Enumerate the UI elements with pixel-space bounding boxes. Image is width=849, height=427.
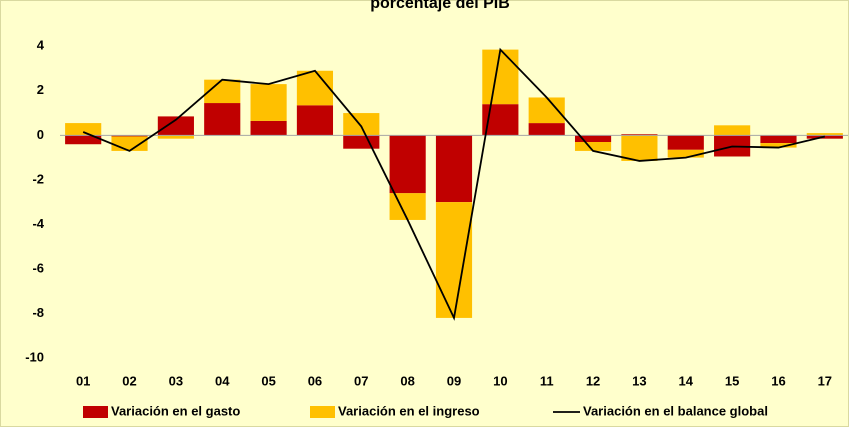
x-tick-label: 16 [771, 373, 785, 388]
bar [574, 142, 612, 151]
x-tick-label: 08 [400, 373, 414, 388]
x-tick-label: 02 [122, 373, 136, 388]
bar [343, 135, 380, 149]
x-tick-label: 01 [76, 373, 90, 388]
bar [389, 135, 426, 194]
bar [65, 123, 102, 136]
x-tick-label: 15 [725, 373, 739, 388]
line [82, 47, 826, 321]
bar [667, 135, 704, 150]
bar [574, 135, 612, 143]
legend-label: Variación en el ingreso [338, 403, 480, 418]
bar [667, 149, 704, 158]
x-tick-label: 11 [540, 373, 554, 388]
x-tick-label: 04 [215, 373, 230, 388]
bar [528, 123, 565, 136]
bar [250, 84, 287, 121]
x-tick-label: 14 [679, 373, 694, 388]
bar [760, 143, 797, 148]
x-tick-label: 06 [308, 373, 322, 388]
legend-label: Variación en el gasto [111, 403, 240, 418]
y-tick-label: -6 [32, 260, 44, 275]
bar [296, 70, 334, 106]
y-tick-label: -2 [32, 171, 44, 186]
bar [296, 105, 334, 136]
y-tick-label: -8 [32, 305, 44, 320]
bar [806, 133, 843, 136]
x-tick-label: 13 [632, 373, 646, 388]
x-tick-label: 09 [447, 373, 461, 388]
y-tick-label: 0 [37, 127, 44, 142]
bar [435, 202, 473, 318]
bar [435, 135, 473, 203]
x-tick-label: 05 [261, 373, 275, 388]
bar [111, 136, 148, 151]
y-tick-label: 4 [37, 38, 45, 53]
bar [621, 135, 658, 161]
legend-label: Variación en el balance global [583, 403, 768, 418]
x-tick-label: 03 [169, 373, 183, 388]
x-tick-label: 12 [586, 373, 600, 388]
bar [157, 116, 194, 136]
x-tick-label: 17 [818, 373, 832, 388]
bar [621, 134, 658, 136]
y-tick-label: -4 [32, 216, 44, 231]
bar [157, 135, 194, 139]
bar [389, 193, 426, 220]
bar [204, 79, 241, 104]
legend-swatch [83, 406, 108, 418]
bar [204, 103, 241, 136]
x-tick-label: 07 [354, 373, 368, 388]
legend-swatch [310, 406, 335, 418]
bar [760, 135, 797, 144]
bar [343, 113, 380, 136]
bar [250, 120, 287, 136]
x-tick-label: 10 [493, 373, 507, 388]
y-tick-label: -10 [25, 349, 44, 364]
chart-title: porcentaje del PIB [370, 0, 510, 12]
bar [714, 125, 751, 136]
bar [111, 135, 148, 137]
bar [528, 97, 565, 124]
bar [482, 49, 519, 105]
bar [65, 135, 102, 145]
y-tick-label: 2 [37, 82, 44, 97]
